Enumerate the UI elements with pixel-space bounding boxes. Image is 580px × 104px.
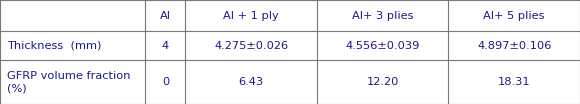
Text: 18.31: 18.31 — [498, 77, 531, 87]
Text: Al + 1 ply: Al + 1 ply — [223, 11, 279, 21]
Text: Thickness  (mm): Thickness (mm) — [7, 41, 101, 51]
Text: Al+ 3 plies: Al+ 3 plies — [352, 11, 414, 21]
Text: 4: 4 — [162, 41, 169, 51]
Text: 6.43: 6.43 — [239, 77, 264, 87]
Text: 0: 0 — [162, 77, 169, 87]
Text: 4.275±0.026: 4.275±0.026 — [214, 41, 288, 51]
Text: 4.556±0.039: 4.556±0.039 — [346, 41, 420, 51]
Text: 4.897±0.106: 4.897±0.106 — [477, 41, 552, 51]
Text: 12.20: 12.20 — [367, 77, 399, 87]
Text: Al: Al — [160, 11, 171, 21]
Text: Al+ 5 plies: Al+ 5 plies — [484, 11, 545, 21]
Text: GFRP volume fraction
(%): GFRP volume fraction (%) — [7, 71, 130, 94]
